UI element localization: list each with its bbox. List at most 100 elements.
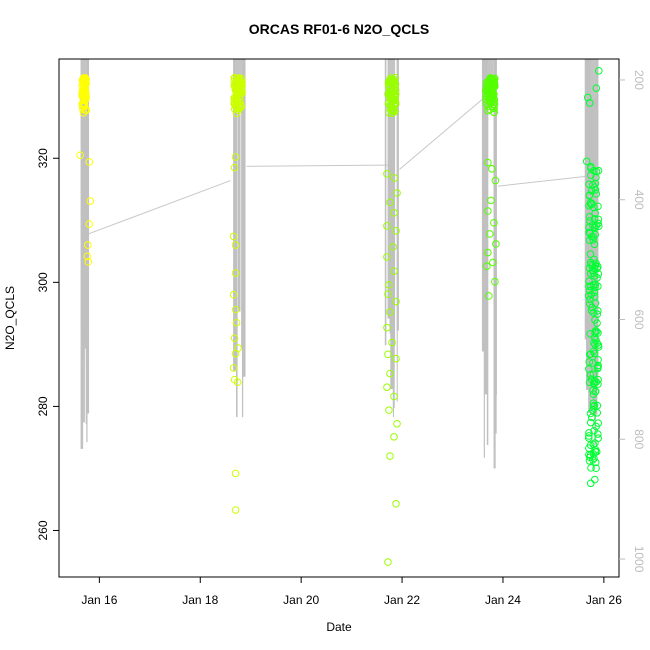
data-point xyxy=(590,223,599,232)
data-point xyxy=(234,106,243,114)
y2-tick-label: 400 xyxy=(632,190,646,210)
data-point xyxy=(84,258,93,266)
y2-tick-label: 600 xyxy=(632,309,646,329)
data-point xyxy=(590,264,598,272)
data-point xyxy=(594,202,602,211)
track-segment xyxy=(88,180,231,235)
data-point xyxy=(592,336,600,344)
track-segment xyxy=(497,175,593,187)
data-point xyxy=(393,419,401,428)
data-point xyxy=(81,88,90,97)
data-point xyxy=(586,441,595,449)
data-point xyxy=(230,99,238,108)
data-point xyxy=(391,91,399,99)
data-point xyxy=(490,218,498,227)
data-point xyxy=(386,308,394,316)
data-point xyxy=(487,75,496,83)
data-point xyxy=(591,448,600,456)
data-point xyxy=(594,282,602,291)
data-point xyxy=(484,93,493,102)
data-point xyxy=(231,269,240,277)
data-point xyxy=(594,355,602,364)
x-tick-label: Jan 20 xyxy=(283,593,319,607)
data-point xyxy=(587,464,595,472)
data-point xyxy=(383,253,391,261)
data-point xyxy=(488,165,496,173)
data-point xyxy=(595,66,603,75)
data-point xyxy=(489,258,497,267)
data-point xyxy=(486,230,494,238)
x-tick-label: Jan 22 xyxy=(384,593,420,607)
data-point xyxy=(390,107,398,116)
data-point xyxy=(231,305,240,314)
data-point xyxy=(586,229,594,238)
data-point xyxy=(590,183,599,191)
data-point xyxy=(586,371,595,379)
data-point xyxy=(385,406,393,414)
data-point xyxy=(589,402,598,411)
data-point xyxy=(231,153,240,161)
data-point xyxy=(587,375,596,383)
data-point xyxy=(591,209,599,218)
data-point xyxy=(230,334,239,342)
data-point xyxy=(586,418,595,427)
data-point xyxy=(585,264,594,272)
data-point xyxy=(490,98,498,106)
data-point xyxy=(590,426,598,435)
data-point xyxy=(484,158,492,167)
track-segment xyxy=(399,93,490,170)
data-point xyxy=(80,84,89,93)
data-point xyxy=(594,434,603,442)
data-point xyxy=(231,469,240,478)
data-point xyxy=(593,319,601,327)
data-point xyxy=(393,189,401,197)
data-point xyxy=(392,297,400,306)
data-point xyxy=(585,99,594,107)
data-point xyxy=(487,196,495,205)
data-point xyxy=(594,361,602,370)
data-point xyxy=(76,151,84,159)
data-point xyxy=(236,84,245,93)
secondary-series-layer xyxy=(80,59,599,469)
y2-tick-label: 800 xyxy=(632,429,646,449)
data-point xyxy=(590,475,599,484)
data-point xyxy=(230,163,239,172)
data-point xyxy=(85,220,94,228)
data-point xyxy=(594,419,603,427)
data-point xyxy=(589,236,597,244)
data-point xyxy=(79,105,87,114)
data-point xyxy=(482,85,491,94)
data-point xyxy=(589,440,598,449)
data-point xyxy=(383,323,391,332)
data-point xyxy=(486,84,495,93)
data-point xyxy=(585,277,593,285)
data-point xyxy=(594,270,603,278)
profile-band xyxy=(590,59,597,99)
y2-tick-label: 200 xyxy=(632,70,646,90)
data-point xyxy=(593,401,602,410)
data-point xyxy=(383,222,391,230)
y-tick-label: 320 xyxy=(36,148,50,168)
data-point xyxy=(237,74,246,83)
data-point xyxy=(590,349,599,358)
data-point xyxy=(592,173,600,182)
data-point xyxy=(484,248,492,257)
data-point xyxy=(591,387,600,396)
y-axis-label: N2O_QCLS xyxy=(3,286,17,350)
data-point xyxy=(389,243,397,251)
data-point xyxy=(392,499,400,508)
data-point xyxy=(589,370,598,379)
data-point xyxy=(390,392,398,401)
data-point xyxy=(587,413,596,422)
data-point xyxy=(588,455,597,464)
data-point xyxy=(585,213,594,221)
data-point xyxy=(589,181,597,189)
data-point xyxy=(585,286,594,295)
data-point xyxy=(83,241,92,249)
data-point xyxy=(384,350,392,359)
data-point xyxy=(589,166,598,175)
data-point xyxy=(386,198,394,207)
data-point xyxy=(589,269,598,277)
data-point xyxy=(586,250,595,258)
